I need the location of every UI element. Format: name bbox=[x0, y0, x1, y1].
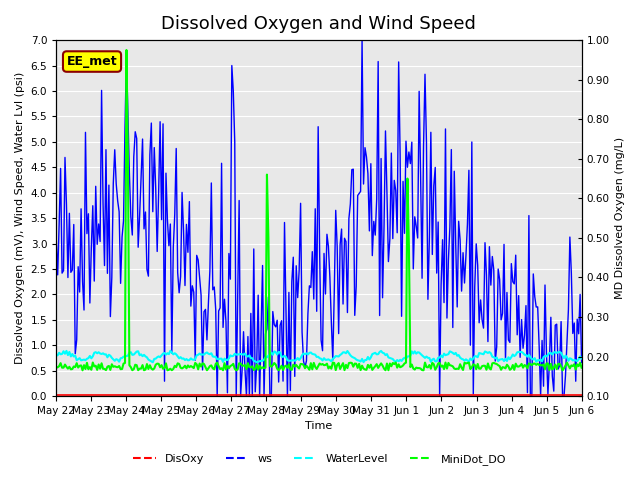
DisOxy bbox=[116, 392, 124, 397]
DisOxy bbox=[578, 392, 586, 397]
MiniDot_DO bbox=[123, 47, 131, 53]
ws bbox=[552, 322, 559, 328]
WaterLevel bbox=[253, 360, 260, 365]
Line: WaterLevel: WaterLevel bbox=[56, 351, 582, 362]
WaterLevel bbox=[228, 353, 236, 359]
Y-axis label: Dissolved Oxygen (mV), Wind Speed, Water Lvl (psi): Dissolved Oxygen (mV), Wind Speed, Water… bbox=[15, 72, 25, 364]
DisOxy bbox=[236, 392, 243, 397]
MiniDot_DO bbox=[52, 365, 60, 371]
MiniDot_DO bbox=[116, 366, 124, 372]
WaterLevel bbox=[552, 349, 559, 355]
DisOxy bbox=[52, 392, 60, 397]
ws bbox=[209, 287, 216, 293]
DisOxy bbox=[227, 392, 234, 397]
ws bbox=[52, 236, 60, 241]
Legend: DisOxy, ws, WaterLevel, MiniDot_DO: DisOxy, ws, WaterLevel, MiniDot_DO bbox=[129, 450, 511, 469]
Line: ws: ws bbox=[56, 40, 582, 396]
Y-axis label: MD Dissolved Oxygen (mg/L): MD Dissolved Oxygen (mg/L) bbox=[615, 137, 625, 299]
WaterLevel bbox=[52, 353, 60, 359]
Text: EE_met: EE_met bbox=[67, 55, 117, 68]
MiniDot_DO bbox=[237, 360, 244, 366]
MiniDot_DO bbox=[559, 368, 566, 373]
MiniDot_DO bbox=[228, 362, 236, 368]
WaterLevel bbox=[578, 356, 586, 361]
MiniDot_DO bbox=[578, 365, 586, 371]
Line: MiniDot_DO: MiniDot_DO bbox=[56, 50, 582, 371]
ws bbox=[228, 63, 236, 69]
ws bbox=[284, 393, 291, 399]
ws bbox=[237, 393, 244, 399]
X-axis label: Time: Time bbox=[305, 421, 333, 432]
ws bbox=[358, 37, 366, 43]
DisOxy bbox=[548, 392, 556, 397]
WaterLevel bbox=[166, 348, 174, 354]
DisOxy bbox=[282, 392, 290, 397]
WaterLevel bbox=[285, 358, 292, 364]
ws bbox=[213, 393, 221, 399]
DisOxy bbox=[209, 392, 216, 397]
WaterLevel bbox=[211, 354, 218, 360]
ws bbox=[116, 280, 124, 286]
Title: Dissolved Oxygen and Wind Speed: Dissolved Oxygen and Wind Speed bbox=[161, 15, 476, 33]
MiniDot_DO bbox=[211, 366, 218, 372]
WaterLevel bbox=[116, 355, 124, 361]
ws bbox=[578, 360, 586, 365]
MiniDot_DO bbox=[284, 365, 291, 371]
MiniDot_DO bbox=[550, 365, 557, 371]
WaterLevel bbox=[237, 351, 244, 357]
